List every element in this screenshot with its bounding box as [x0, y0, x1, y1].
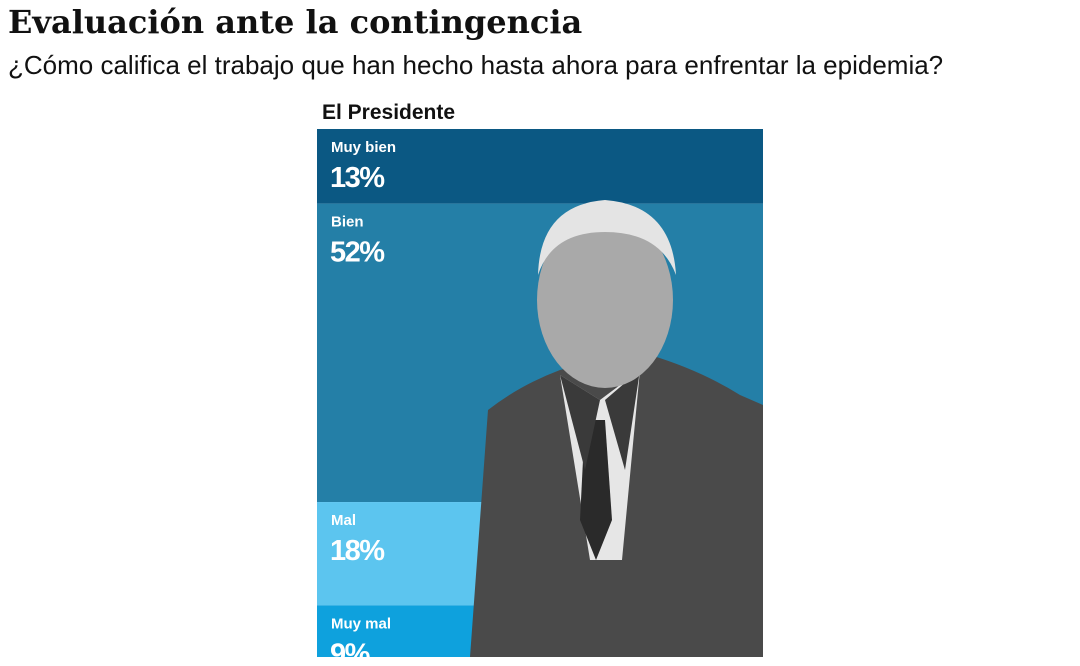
- chart-title: Evaluación ante la contingencia: [8, 3, 582, 41]
- value-label: 13%: [330, 162, 385, 194]
- value-label: 18%: [330, 535, 385, 567]
- segment-name: Mal: [331, 512, 356, 529]
- segment-name: Muy bien: [331, 139, 396, 156]
- labels: Muy bien 13% Bien 52% Mal 18% Muy mal 9%: [330, 139, 396, 666]
- photo-lapel: [560, 370, 640, 470]
- segment: [317, 129, 763, 204]
- photo-hair: [538, 200, 676, 275]
- photo-head: [537, 212, 673, 388]
- segment-name: Muy mal: [331, 615, 391, 632]
- photo: [470, 200, 763, 657]
- chart-subtitle: ¿Cómo califica el trabajo que han hecho …: [8, 50, 943, 80]
- segment-name: Bien: [331, 214, 364, 231]
- value-label: 52%: [330, 237, 385, 269]
- value-label: 9%: [330, 638, 371, 666]
- panel-title: El Presidente: [322, 101, 455, 124]
